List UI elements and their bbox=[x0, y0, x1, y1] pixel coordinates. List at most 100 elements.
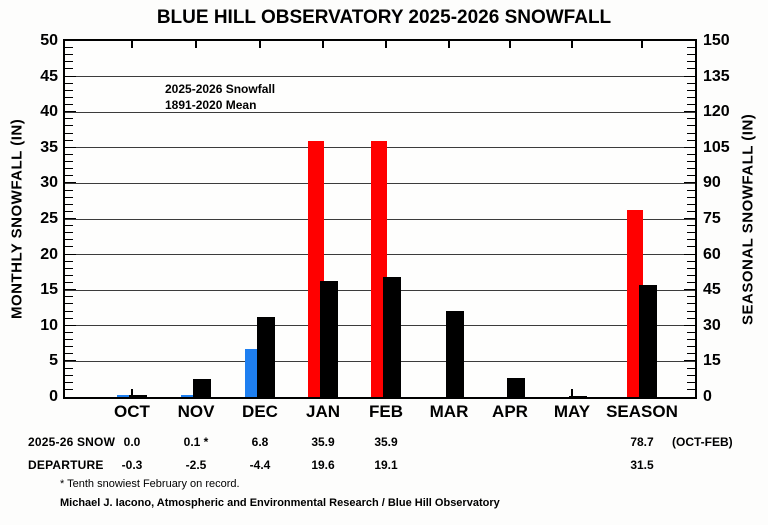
top-tick-mar bbox=[448, 41, 450, 48]
right-tick bbox=[684, 324, 695, 326]
footnote: * Tenth snowiest February on record. bbox=[60, 478, 240, 490]
left-tick-label-0: 0 bbox=[49, 388, 58, 405]
table-cell-oct: -0.3 bbox=[121, 458, 143, 472]
table-cell-jan: 35.9 bbox=[311, 435, 335, 449]
right-tick bbox=[684, 360, 695, 362]
table-cell-feb: 19.1 bbox=[374, 458, 398, 472]
top-tick-feb bbox=[385, 41, 387, 48]
right-tick bbox=[687, 61, 695, 63]
bar-snowfall-nov bbox=[181, 395, 197, 397]
left-tick bbox=[65, 218, 76, 219]
right-tick bbox=[687, 282, 695, 284]
left-tick-label-25: 25 bbox=[40, 210, 58, 227]
right-tick bbox=[687, 168, 695, 170]
left-tick-label-20: 20 bbox=[40, 245, 58, 263]
left-tick bbox=[65, 182, 76, 184]
x-label-jan: JAN bbox=[305, 402, 340, 421]
right-tick bbox=[687, 239, 695, 241]
right-tick bbox=[687, 303, 695, 305]
plot-area: 2025-2026 Snowfall 1891-2020 Mean bbox=[63, 39, 697, 399]
left-tick bbox=[65, 225, 73, 227]
left-tick bbox=[65, 196, 73, 198]
left-tick bbox=[65, 168, 73, 170]
left-tick bbox=[65, 82, 73, 84]
left-tick bbox=[65, 346, 73, 348]
credit-line: Michael J. Iacono, Atmospheric and Envir… bbox=[60, 497, 500, 509]
top-tick-jan bbox=[322, 41, 324, 48]
right-tick bbox=[687, 317, 695, 319]
bar-mean-feb bbox=[383, 277, 401, 397]
right-tick-label-120: 120 bbox=[703, 103, 730, 121]
table-cell-dec: -4.4 bbox=[249, 458, 271, 472]
top-tick-may bbox=[571, 41, 573, 48]
right-tick bbox=[687, 296, 695, 298]
table-cell-season: 78.7 bbox=[630, 435, 654, 449]
right-tick bbox=[684, 111, 695, 113]
right-tick-label-30: 30 bbox=[703, 316, 721, 334]
table-row-label: DEPARTURE bbox=[28, 458, 104, 472]
right-tick-label-45: 45 bbox=[703, 281, 721, 299]
left-tick bbox=[65, 210, 73, 212]
top-tick-season bbox=[641, 41, 643, 48]
grid-line-45 bbox=[65, 76, 695, 78]
left-tick bbox=[65, 282, 73, 284]
left-tick bbox=[65, 203, 73, 205]
legend: 2025-2026 Snowfall 1891-2020 Mean bbox=[105, 81, 275, 113]
x-label-mar: MAR bbox=[429, 402, 469, 421]
top-tick-dec bbox=[259, 41, 261, 48]
table-cell-season: 31.5 bbox=[630, 458, 654, 472]
left-tick bbox=[65, 89, 73, 91]
right-tick bbox=[687, 346, 695, 348]
right-tick bbox=[687, 274, 695, 276]
right-tick bbox=[684, 182, 695, 184]
right-tick bbox=[684, 75, 695, 77]
x-label-nov: NOV bbox=[177, 402, 215, 421]
left-tick bbox=[65, 324, 76, 326]
left-tick bbox=[65, 175, 73, 177]
bar-mean-jan bbox=[320, 280, 338, 397]
left-tick bbox=[65, 260, 73, 262]
right-tick bbox=[687, 367, 695, 369]
right-tick bbox=[687, 68, 695, 70]
right-tick bbox=[684, 218, 695, 219]
right-tick bbox=[687, 260, 695, 262]
right-tick-label-0: 0 bbox=[703, 388, 712, 405]
left-tick bbox=[65, 367, 73, 369]
x-label-may: MAY bbox=[553, 402, 591, 421]
left-tick-label-50: 50 bbox=[40, 32, 58, 49]
right-tick bbox=[687, 104, 695, 106]
left-axis-title: MONTHLY SNOWFALL (IN) bbox=[8, 118, 26, 320]
left-tick-label-40: 40 bbox=[40, 103, 58, 121]
right-tick bbox=[687, 54, 695, 56]
left-tick bbox=[65, 303, 73, 305]
left-tick bbox=[65, 296, 73, 298]
right-tick bbox=[687, 82, 695, 84]
right-tick bbox=[687, 331, 695, 333]
left-tick bbox=[65, 189, 73, 191]
table-cell-nov: 0.1 * bbox=[183, 435, 209, 449]
right-tick bbox=[687, 125, 695, 127]
legend-swatch bbox=[105, 83, 153, 95]
left-tick bbox=[65, 104, 73, 106]
right-tick bbox=[687, 353, 695, 355]
x-label-oct: OCT bbox=[114, 402, 150, 421]
legend-swatch bbox=[105, 99, 153, 111]
table-cell-nov: -2.5 bbox=[185, 458, 207, 472]
top-tick-oct bbox=[131, 41, 133, 48]
left-tick bbox=[65, 253, 76, 255]
x-label-dec: DEC bbox=[242, 402, 278, 421]
bar-mean-oct bbox=[129, 394, 147, 397]
left-tick bbox=[65, 360, 76, 362]
right-tick-label-60: 60 bbox=[703, 245, 721, 263]
left-tick bbox=[65, 232, 73, 234]
right-tick bbox=[687, 196, 695, 198]
right-tick bbox=[687, 189, 695, 191]
right-tick bbox=[687, 232, 695, 234]
legend-item-label: 2025-2026 Snowfall bbox=[165, 82, 276, 96]
right-tick-label-135: 135 bbox=[703, 67, 730, 85]
right-tick bbox=[684, 253, 695, 255]
left-tick bbox=[65, 75, 76, 77]
left-tick bbox=[65, 374, 73, 376]
right-tick bbox=[687, 139, 695, 141]
left-tick-label-35: 35 bbox=[40, 138, 58, 156]
